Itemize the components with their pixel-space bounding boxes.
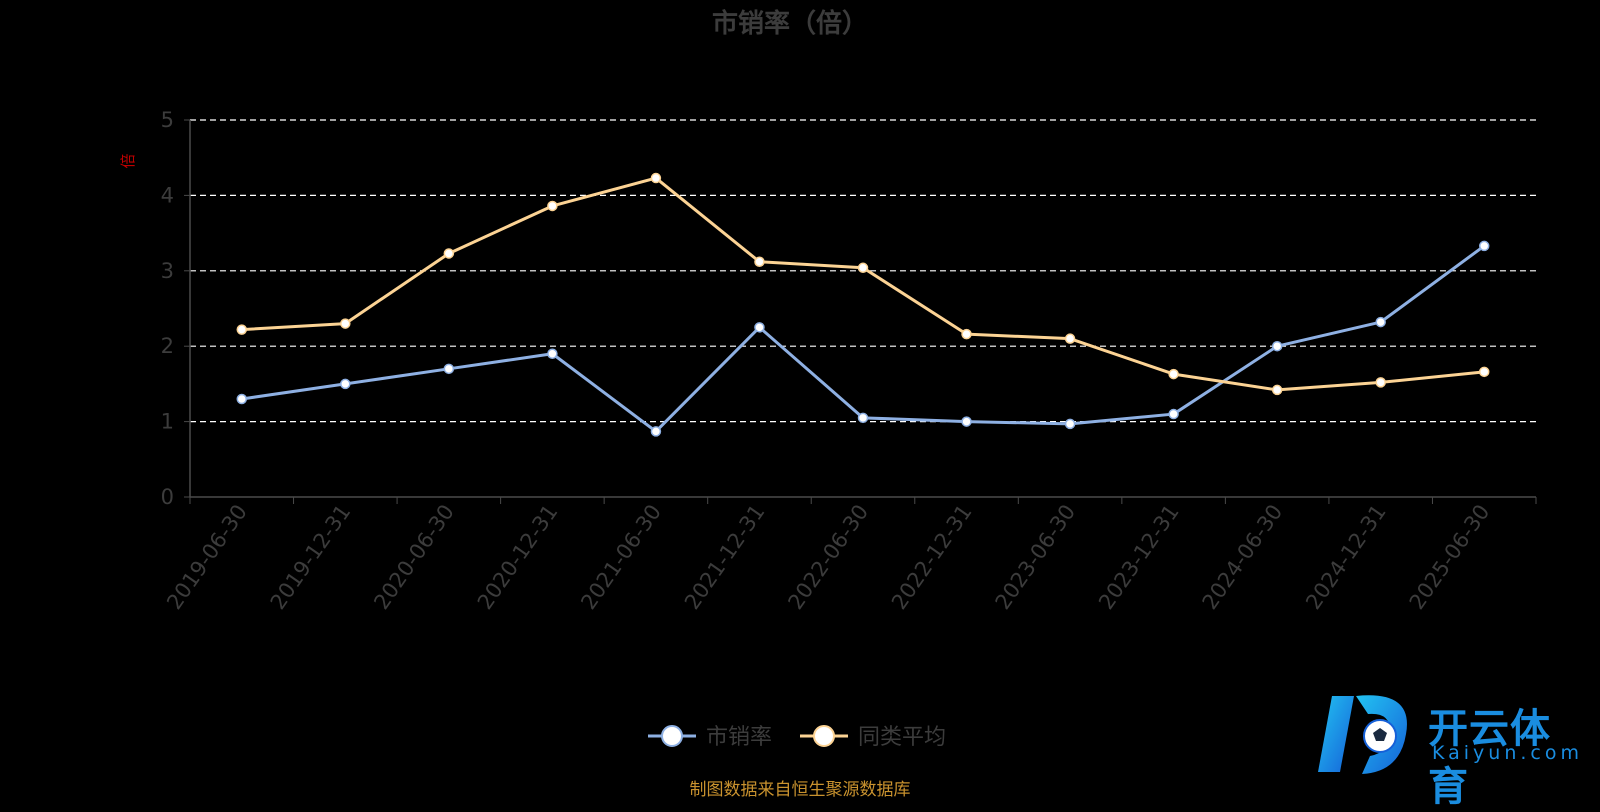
- data-point: [961, 328, 972, 340]
- data-point: [650, 172, 662, 184]
- data-point: [340, 378, 351, 390]
- y-tick-label: 3: [161, 259, 174, 283]
- data-point: [1168, 368, 1179, 380]
- x-tick-label: 2023-12-31: [1094, 500, 1184, 614]
- x-tick-label: 2019-12-31: [266, 500, 356, 614]
- legend-marker-icon: [661, 725, 683, 747]
- y-tick-label: 4: [161, 183, 174, 207]
- data-point: [1064, 418, 1076, 430]
- data-point: [1271, 384, 1283, 396]
- x-tick-label: 2023-06-30: [991, 500, 1081, 614]
- x-tick-label: 2024-12-31: [1301, 500, 1391, 614]
- x-tick-label: 2019-06-30: [162, 500, 252, 614]
- data-point: [1375, 377, 1386, 388]
- data-point: [1168, 408, 1179, 420]
- source-note: 制图数据来自恒生聚源数据库: [690, 780, 911, 800]
- y-tick-label: 5: [161, 108, 174, 132]
- x-tick-label: 2020-12-31: [473, 500, 563, 614]
- data-point: [754, 322, 765, 333]
- data-point: [547, 200, 558, 212]
- legend-label: 市销率: [706, 725, 772, 750]
- axes: 0 1 2 3 4 5 2019-06-30 2019-12-31 2020-06-30 2020…: [161, 108, 1537, 614]
- x-tick-label: 2022-06-30: [783, 500, 873, 614]
- data-point: [1478, 366, 1490, 378]
- data-point: [961, 416, 972, 427]
- data-point: [236, 393, 248, 405]
- data-point: [1271, 340, 1283, 352]
- data-point: [1375, 316, 1386, 328]
- x-tick-label: 2021-06-30: [576, 500, 666, 614]
- data-point: [1064, 333, 1076, 344]
- series-line-0: [241, 244, 1486, 433]
- series-lines: [236, 172, 1490, 437]
- data-point: [650, 426, 662, 437]
- x-tick-label: 2020-06-30: [369, 500, 459, 614]
- legend-label: 同类平均: [858, 725, 946, 750]
- data-point: [857, 412, 869, 424]
- data-point: [1478, 240, 1490, 252]
- y-tick-label: 2: [161, 334, 174, 358]
- x-tick-label: 2021-12-31: [680, 500, 770, 614]
- x-tick-label: 2025-06-30: [1405, 500, 1495, 614]
- data-point: [857, 262, 869, 274]
- y-tick-label: 1: [161, 410, 174, 434]
- series-line-1: [241, 176, 1485, 392]
- y-tick-label: 0: [161, 485, 174, 509]
- data-point: [443, 363, 455, 375]
- x-tick-label: 2022-12-31: [887, 500, 977, 614]
- legend[interactable]: 市销率 同类平均: [648, 725, 946, 750]
- x-tick-label: 2024-06-30: [1198, 500, 1288, 614]
- data-point: [236, 324, 248, 335]
- kaiyun-logo: 开云体育 Kaiyun.com: [1310, 690, 1590, 810]
- logo-mark-icon: [1318, 695, 1407, 774]
- data-point: [547, 348, 558, 359]
- legend-marker-icon: [813, 725, 835, 747]
- y-axis-label: 倍: [119, 153, 137, 168]
- data-point: [754, 256, 765, 268]
- logo-domain: Kaiyun.com: [1432, 742, 1583, 764]
- data-point: [340, 318, 351, 329]
- chart-title: 市销率（倍）: [712, 8, 868, 39]
- data-point: [443, 248, 455, 259]
